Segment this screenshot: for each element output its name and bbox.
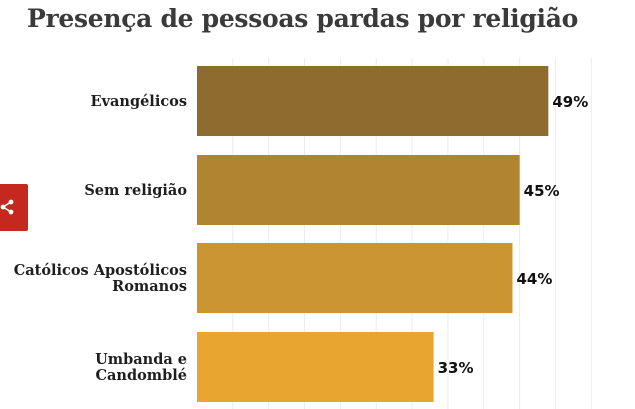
data-label: 33% — [438, 359, 474, 377]
labels: 49% Evangélicos 45% Sem religião 44% Católico… — [14, 93, 589, 384]
category-label-line: Evangélicos — [91, 93, 187, 110]
data-label: 44% — [516, 270, 552, 288]
bar — [197, 66, 549, 136]
category-label-line: Sem religião — [84, 182, 187, 199]
category-label-line: Romanos — [112, 278, 187, 295]
category-label: Sem religião — [84, 182, 187, 199]
share-icon — [0, 199, 14, 215]
bar — [197, 155, 520, 225]
category-label-line: Umbanda e — [95, 351, 187, 368]
bar — [197, 243, 513, 313]
category-label-line: Católicos Apostólicos — [14, 262, 187, 279]
category-label-line: Candomblé — [95, 367, 187, 384]
share-button[interactable] — [0, 184, 28, 231]
category-label: Evangélicos — [91, 93, 187, 110]
data-label: 49% — [552, 93, 588, 111]
chart-title: Presença de pessoas pardas por religião — [27, 4, 578, 33]
category-label: Umbanda e Candomblé — [95, 351, 187, 384]
category-label: Católicos Apostólicos Romanos — [14, 262, 187, 295]
bar — [197, 332, 434, 402]
data-label: 45% — [524, 182, 560, 200]
bars — [197, 66, 549, 402]
